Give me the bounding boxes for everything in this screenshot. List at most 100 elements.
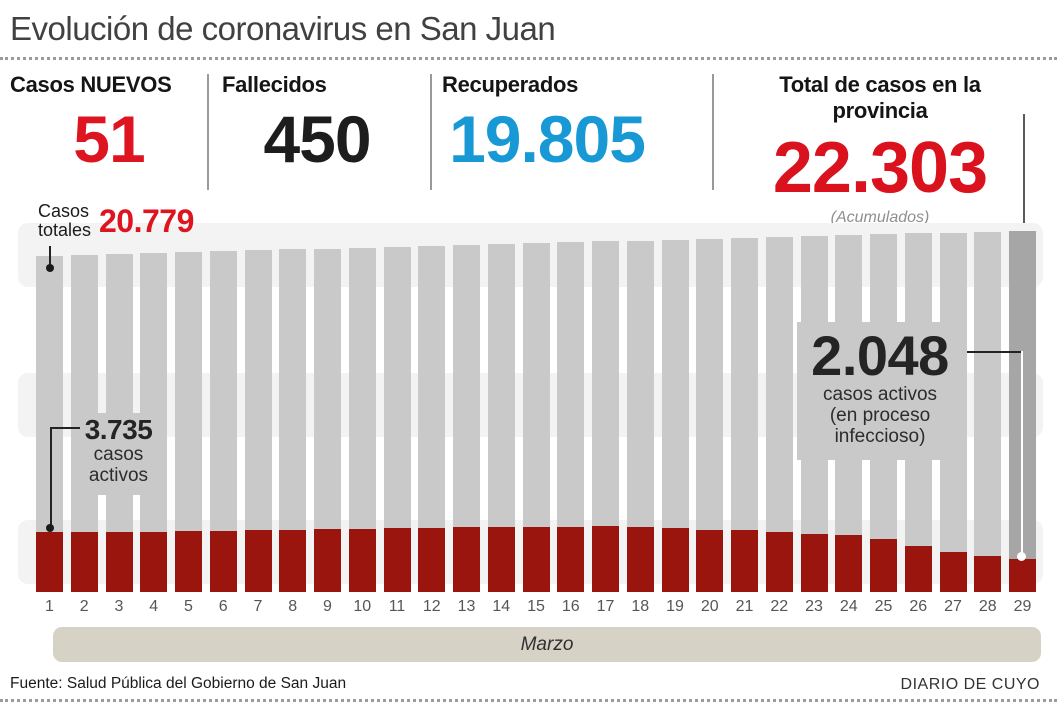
day-label-22: 22 [770,598,789,615]
day-label-4: 4 [149,598,159,615]
bar-active-day-18 [626,526,654,592]
bar-active-day-27 [939,551,967,592]
bar-active-day-25 [870,538,897,592]
footer-divider-dotted [0,699,1057,702]
bar-active-day-29 [1009,558,1036,592]
bar-active-day-8 [279,529,307,592]
activos-end-value: 2.048 [811,324,949,387]
page-title: Evolución de coronavirus en San Juan [10,10,556,47]
day-label-3: 3 [114,598,124,615]
bar-active-day-23 [800,533,828,592]
day-label-9: 9 [323,598,332,615]
day-label-13: 13 [457,598,476,615]
activos-start-line2: activos [88,465,149,486]
activos-end-line3: infeccioso) [834,426,926,447]
stat-value: 19.805 [449,102,646,176]
bar-active-day-10 [348,528,376,592]
bar-active-day-28 [974,556,1002,592]
bar-active-day-14 [487,526,515,592]
day-label-6: 6 [218,598,228,615]
stat-label: Casos NUEVOS [10,72,172,97]
activos-end-pointer-vline [1021,351,1023,556]
stat-value: 51 [73,102,145,176]
activos-end-line2: (en proceso [829,405,931,426]
day-label-16: 16 [561,598,580,615]
day-label-11: 11 [388,598,406,615]
activos-start-callout: 3.735 casos activos [77,413,160,495]
total-pointer-line [1023,114,1025,233]
day-label-2: 2 [79,598,89,615]
bar-active-day-16 [557,526,585,592]
stat-recuperados: Recuperados 19.805 [442,72,652,172]
source-credit: Fuente: Salud Pública del Gobierno de Sa… [10,675,347,692]
day-label-25: 25 [874,598,893,615]
day-label-10: 10 [353,598,372,615]
casos-totales-label: Casos totales [38,201,92,240]
bar-active-day-1 [36,531,63,592]
activos-start-pointer-hline [50,427,80,429]
bar-active-day-6 [209,530,237,592]
bar-active-day-9 [314,529,341,592]
bar-total-day-28 [974,231,1002,592]
bar-active-day-7 [244,530,272,592]
day-label-17: 17 [596,598,615,615]
stat-fallecidos: Fallecidos 450 [222,72,412,172]
casos-totales-value: 20.779 [99,203,194,239]
day-label-27: 27 [944,598,962,615]
stat-total-provincia: Total de casos en la provincia 22.303 (A… [730,72,1030,227]
activos-end-line1: casos activos [822,384,938,405]
activos-end-pointer-hline [967,351,1023,353]
day-label-24: 24 [839,598,858,615]
stat-value: 450 [263,102,371,176]
stat-divider-2 [430,74,432,190]
day-label-20: 20 [700,598,719,615]
day-label-21: 21 [735,598,754,615]
day-label-23: 23 [805,598,823,615]
activos-end-pointer-dot [1017,552,1026,561]
activos-start-value: 3.735 [84,414,153,445]
x-axis-labels: 1 2 3 4 5 6 7 8 9 10 11 12 13 14 15 16 17 18 19 20 21 22 23 24 2… [0,598,1057,616]
bar-active-day-15 [522,526,550,592]
month-band: Marzo [53,627,1041,662]
title-divider-dotted [0,57,1057,60]
publisher-credit: DIARIO DE CUYO [900,676,1040,693]
day-label-1: 1 [45,598,54,615]
stat-value: 22.303 [772,128,988,208]
activos-start-line1: casos [93,444,144,465]
bar-active-day-26 [904,545,932,592]
stat-label: Recuperados [442,72,579,97]
day-label-26: 26 [909,598,928,615]
bar-active-day-4 [140,531,168,592]
casos-totales-pointer-dot [46,264,54,272]
bar-active-day-19 [661,528,689,592]
casos-totales-pointer-line [49,246,51,268]
bar-active-day-22 [765,531,793,592]
bar-active-day-11 [383,528,411,592]
day-label-19: 19 [666,598,684,615]
bar-active-day-24 [835,534,863,592]
day-label-28: 28 [978,598,997,615]
day-label-18: 18 [631,598,650,615]
stat-subtitle: (Acumulados) [830,209,930,226]
month-label: Marzo [520,633,574,655]
bar-active-day-17 [592,526,619,592]
bar-active-day-12 [418,527,446,592]
stat-divider-1 [207,74,209,190]
bar-active-day-21 [731,530,758,592]
activos-end-callout: 2.048 casos activos (en proceso infeccio… [797,322,963,460]
day-label-15: 15 [527,598,545,615]
bar-active-day-3 [105,531,133,592]
stat-divider-3 [712,74,714,190]
bar-active-day-20 [696,530,724,592]
stat-casos-nuevos: Casos NUEVOS 51 [10,72,208,172]
day-label-8: 8 [288,598,298,615]
bar-active-day-13 [453,527,480,592]
day-label-12: 12 [422,598,441,615]
day-label-29: 29 [1013,598,1032,615]
stat-label: Total de casos en la provincia [779,72,981,123]
day-label-14: 14 [492,598,511,615]
bar-active-day-2 [70,531,98,592]
activos-start-pointer-dot [46,524,54,532]
bar-active-day-5 [175,530,202,592]
